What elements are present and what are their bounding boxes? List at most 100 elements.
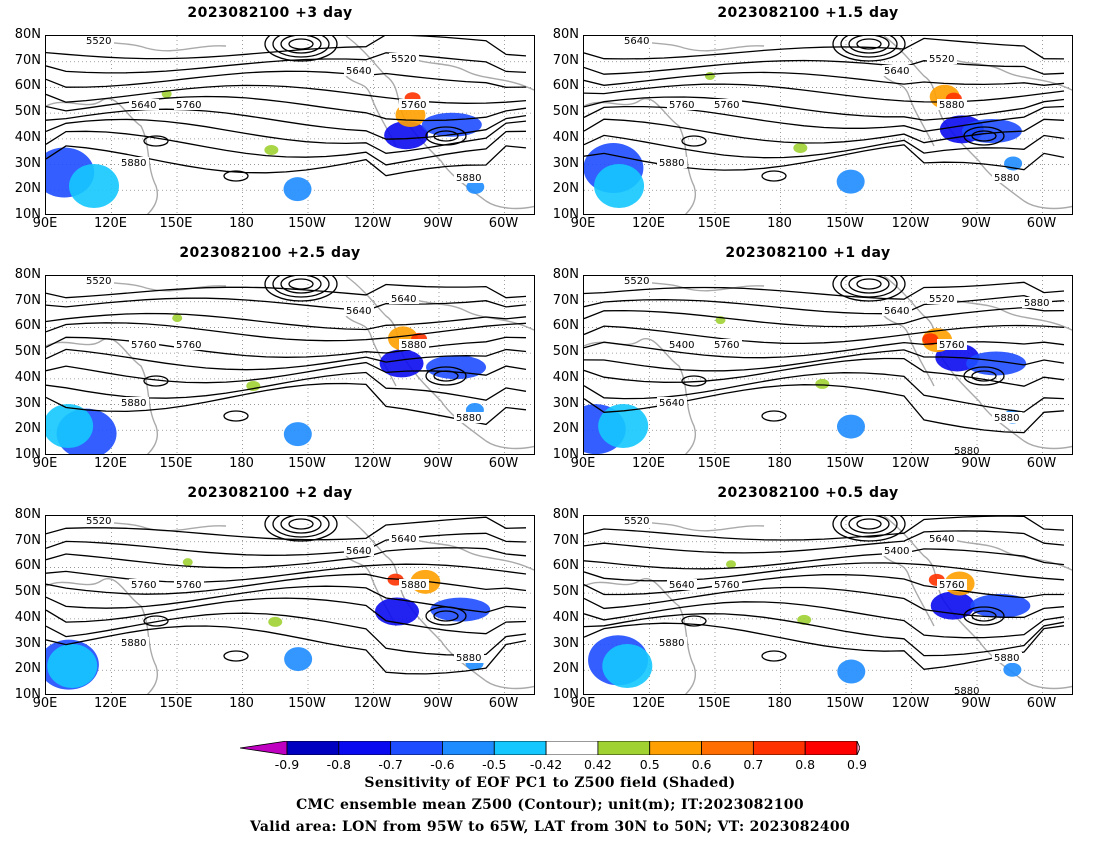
coastline — [46, 338, 158, 454]
contour-label: 5640 — [391, 294, 416, 305]
colorbar-tick-label: -0.9 — [274, 757, 300, 772]
z500-contour-closed — [761, 410, 787, 422]
sensitivity-shading — [161, 89, 172, 98]
sensitivity-shading — [284, 647, 313, 672]
colorbar-triangle-high — [856, 741, 860, 755]
contour-label: 5520 — [929, 54, 954, 65]
lat-tick-label: 80N — [14, 267, 41, 282]
z500-contour — [46, 532, 527, 556]
sensitivity-shading — [172, 314, 183, 323]
z500-contour-closed — [971, 130, 997, 142]
colorbar-tick-label: -0.8 — [326, 757, 351, 772]
contour-label: 5880 — [401, 580, 426, 591]
lat-tick-label: 10N — [14, 447, 41, 462]
sensitivity-shading — [594, 164, 645, 208]
z500-contour — [46, 145, 527, 177]
contour-label-bg — [399, 339, 429, 350]
sensitivity-shading — [961, 118, 1022, 143]
lat-tick-label: 80N — [552, 267, 579, 282]
sensitivity-shading — [793, 142, 808, 153]
lat-tick-label: 80N — [14, 27, 41, 42]
colorbar-tick-label: 0.5 — [639, 757, 660, 772]
contour-label: 5880 — [401, 340, 426, 351]
contour-label: 5520 — [391, 54, 416, 65]
lat-tick-label: 50N — [14, 584, 41, 600]
map-area: 5520 5640 5640 5760 5760 5880 5880 5880 — [45, 515, 535, 695]
lon-tick-label: 120E — [631, 696, 666, 711]
coastline — [883, 75, 935, 147]
colorbar-box — [390, 741, 443, 755]
z500-contour — [46, 563, 527, 583]
lon-tick-label: 120W — [353, 696, 392, 711]
sensitivity-shading — [836, 414, 865, 439]
z500-contour — [584, 601, 1065, 639]
contour-label-bg — [622, 36, 652, 46]
lon-tick-label: 180 — [229, 216, 254, 231]
sensitivity-shading — [466, 179, 485, 194]
contour-label: 5760 — [401, 100, 426, 111]
lat-tick-label: 30N — [14, 635, 41, 651]
lon-tick-label: 150E — [159, 696, 193, 711]
lon-tick-label: 120W — [353, 216, 392, 231]
lon-tick-label: 180 — [767, 696, 792, 711]
z500-contour — [584, 574, 1064, 599]
z500-contour-closed — [223, 650, 249, 662]
lat-tick-label: 50N — [552, 584, 579, 600]
contour-label-bg — [129, 339, 159, 350]
lat-tick-label: 70N — [14, 52, 41, 68]
lon-tick-label: 120E — [93, 696, 128, 711]
coastline — [345, 315, 397, 387]
contour-label-bg — [389, 293, 419, 304]
lon-tick-label: 150W — [288, 696, 326, 711]
contour-label-bg — [174, 99, 204, 110]
z500-contour — [46, 70, 527, 88]
lat-tick-label: 50N — [14, 104, 41, 120]
coastline — [943, 55, 1072, 91]
z500-contour — [46, 95, 527, 122]
z500-contour-closed — [761, 170, 787, 182]
z500-contour — [46, 612, 527, 656]
lat-tick-label: 20N — [14, 421, 41, 437]
contour-label: 5520 — [86, 516, 111, 527]
contour-label: 5400 — [669, 340, 694, 351]
lon-tick-label: 150E — [697, 216, 731, 231]
panel-title: 2023082100 +1.5 day — [717, 5, 899, 21]
colorbar-box — [752, 741, 806, 755]
contour-label-bg — [657, 397, 687, 408]
z500-contour-closed — [971, 610, 997, 622]
z500-contour-closed — [143, 615, 169, 627]
colorbar-tick-label: 0.9 — [847, 757, 867, 772]
lat-tick-label: 80N — [552, 27, 579, 42]
lon-tick-label: 150E — [697, 696, 731, 711]
lon-tick-label: 90W — [961, 456, 991, 471]
lat-tick-label: 10N — [14, 687, 41, 702]
z500-contour — [46, 597, 527, 635]
colorbar-tick-label: 0.8 — [795, 757, 816, 772]
contour-label: 5640 — [624, 36, 649, 47]
contour-label-bg — [927, 293, 957, 304]
z500-contour-closed — [761, 650, 787, 662]
colorbar-tick-label: 0.6 — [691, 757, 712, 772]
contour-label: 5760 — [131, 580, 156, 591]
lat-tick-label: 60N — [552, 318, 579, 334]
lon-tick-label: 150W — [826, 696, 864, 711]
lon-tick-label: 60W — [488, 216, 519, 231]
map-svg: 5520 5640 5640 5760 5760 5880 5880 5880 — [46, 516, 534, 694]
coastline — [883, 315, 935, 387]
coastline — [46, 578, 158, 694]
lon-tick-label: 150W — [288, 456, 326, 471]
lon-tick-label: 150W — [826, 216, 864, 231]
map-area: 5640 5520 5640 5760 5760 5880 5880 5880 — [583, 35, 1073, 215]
contour-label: 5880 — [954, 686, 979, 695]
z500-contour-closed — [272, 516, 330, 538]
contour-label-bg — [129, 99, 159, 110]
contour-label-bg — [992, 412, 1022, 423]
coastline — [584, 578, 696, 694]
z500-contour — [46, 52, 527, 74]
z500-contour — [46, 573, 527, 595]
z500-contour-closed — [280, 276, 322, 294]
colorbar-tick-label: 0.7 — [743, 757, 764, 772]
lat-tick-label: 50N — [552, 104, 579, 120]
lon-tick-label: 90W — [961, 696, 991, 711]
sensitivity-shading — [69, 164, 120, 208]
